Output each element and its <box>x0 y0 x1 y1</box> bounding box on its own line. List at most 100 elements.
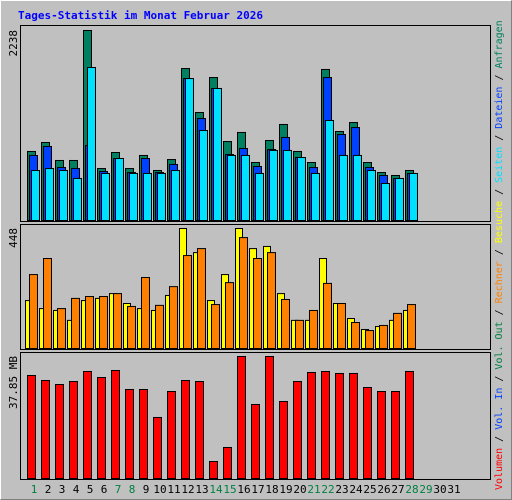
bar <box>153 416 162 480</box>
x-tick-label: 24 <box>349 483 363 496</box>
y-tick-label: 2238 <box>7 30 20 57</box>
bar <box>71 297 80 349</box>
x-tick-label: 1 <box>31 483 38 496</box>
bar <box>295 319 304 349</box>
bar <box>155 304 164 349</box>
x-tick-label: 15 <box>223 483 236 496</box>
bar <box>335 372 344 479</box>
bar <box>31 169 40 221</box>
bar <box>115 158 124 222</box>
bar <box>381 182 390 221</box>
bar <box>393 312 402 349</box>
legend-entry: Vol. In <box>494 388 505 430</box>
bar <box>41 380 50 480</box>
x-tick-label: 23 <box>335 483 348 496</box>
x-tick-label: 4 <box>73 483 80 496</box>
bar <box>125 389 134 479</box>
x-tick-label: 9 <box>143 483 150 496</box>
x-tick-label: 13 <box>195 483 208 496</box>
legend-entry: Besuche <box>494 201 505 243</box>
x-tick-label: 30 <box>433 483 446 496</box>
bar <box>157 172 166 221</box>
bar <box>307 371 316 479</box>
bar <box>309 309 318 350</box>
x-tick-label: 20 <box>293 483 306 496</box>
bar <box>169 286 178 349</box>
bar <box>367 169 376 221</box>
x-tick-label: 25 <box>363 483 376 496</box>
bar <box>377 391 386 479</box>
legend-entry: Seiten <box>494 147 505 183</box>
x-tick-label: 17 <box>251 483 264 496</box>
bar <box>325 119 334 221</box>
legend-separator: / <box>494 129 505 147</box>
bar <box>405 370 414 479</box>
bar <box>213 87 222 222</box>
x-tick-label: 28 <box>405 483 418 496</box>
bar <box>339 154 348 221</box>
bar <box>363 387 372 479</box>
bar <box>167 391 176 479</box>
bar <box>321 370 330 479</box>
bar <box>281 298 290 350</box>
chart-title: Tages-Statistik im Monat Februar 2026 <box>18 9 263 22</box>
bar <box>227 154 236 221</box>
legend-separator: / <box>494 243 505 261</box>
x-tick-label: 29 <box>419 483 432 496</box>
bar <box>185 78 194 221</box>
x-tick-label: 6 <box>101 483 108 496</box>
bar <box>293 381 302 479</box>
bar <box>225 282 234 350</box>
bar <box>323 282 332 349</box>
bar <box>83 370 92 479</box>
bar <box>239 237 248 350</box>
bar <box>353 154 362 221</box>
x-tick-label: 5 <box>87 483 94 496</box>
bar <box>181 380 190 480</box>
bar <box>211 304 220 350</box>
bar <box>129 172 138 221</box>
x-tick-label: 2 <box>45 483 52 496</box>
bar <box>365 330 374 349</box>
y-tick-label: 448 <box>7 228 20 248</box>
x-tick-label: 22 <box>321 483 334 496</box>
bar <box>57 308 66 350</box>
bar <box>73 177 82 222</box>
bar <box>183 255 192 349</box>
bar <box>45 168 54 221</box>
bar <box>55 384 64 479</box>
x-tick-label: 12 <box>181 483 194 496</box>
bar <box>267 252 276 350</box>
bar <box>141 277 150 349</box>
bar <box>349 372 358 479</box>
bar <box>253 258 262 349</box>
x-tick-label: 3 <box>59 483 66 496</box>
bar <box>171 169 180 221</box>
bar <box>237 356 246 479</box>
x-tick-label: 16 <box>237 483 250 496</box>
x-tick-label: 31 <box>447 483 460 496</box>
x-tick-label: 14 <box>209 483 223 496</box>
bar <box>297 157 306 221</box>
x-tick-label: 27 <box>391 483 404 496</box>
bar <box>283 149 292 222</box>
legend-separator: / <box>494 430 505 448</box>
bar <box>241 154 250 221</box>
bar <box>395 177 404 222</box>
bar <box>69 381 78 479</box>
legend-entry: Anfragen <box>494 20 505 68</box>
bar <box>97 377 106 480</box>
bar <box>43 258 52 349</box>
bar <box>197 248 206 349</box>
bar <box>139 389 148 479</box>
legend-entry: Dateien <box>494 87 505 129</box>
bar <box>85 296 94 349</box>
legend-separator: / <box>494 183 505 201</box>
bar <box>199 130 208 222</box>
bar <box>111 369 120 479</box>
x-tick-label: 8 <box>129 483 136 496</box>
x-tick-label: 18 <box>265 483 278 496</box>
legend-separator: / <box>494 68 505 86</box>
bar <box>251 403 260 480</box>
